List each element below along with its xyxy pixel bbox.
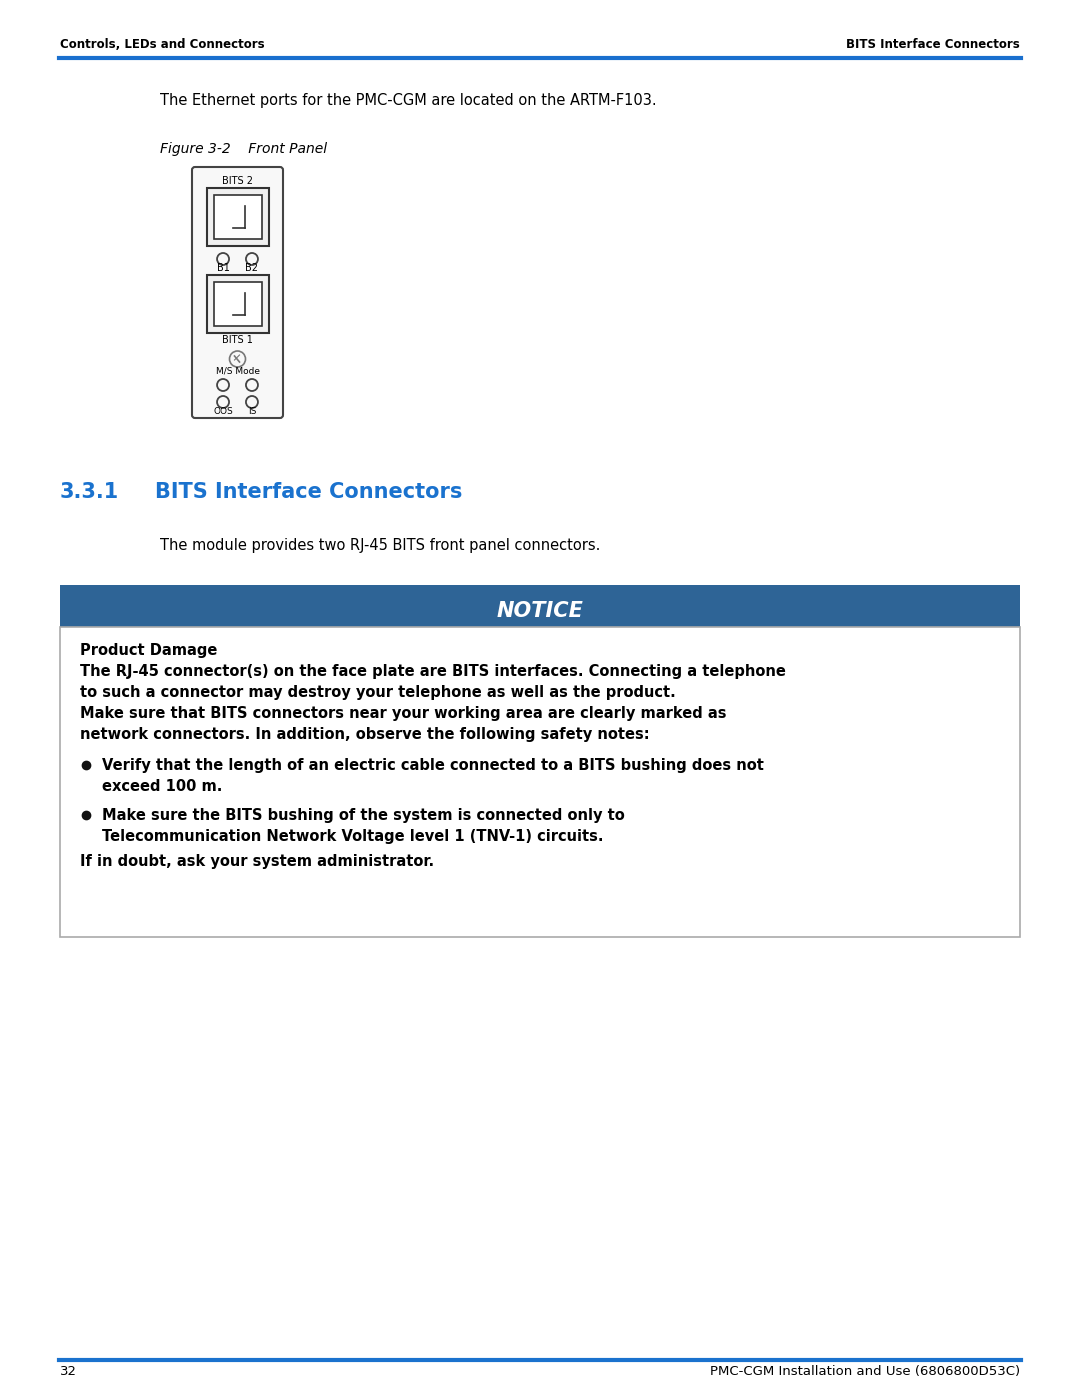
- Bar: [60, 585, 1020, 627]
- Text: If in doubt, ask your system administrator.: If in doubt, ask your system administrat…: [80, 854, 434, 869]
- Text: B2: B2: [245, 263, 258, 272]
- Text: Verify that the length of an electric cable connected to a BITS bushing does not: Verify that the length of an electric ca…: [102, 759, 764, 773]
- Text: The RJ-45 connector(s) on the face plate are BITS interfaces. Connecting a telep: The RJ-45 connector(s) on the face plate…: [80, 664, 786, 679]
- Text: BITS 1: BITS 1: [222, 335, 253, 345]
- Text: 32: 32: [60, 1365, 77, 1377]
- Text: Telecommunication Network Voltage level 1 (TNV-1) circuits.: Telecommunication Network Voltage level …: [102, 828, 604, 844]
- Text: BITS Interface Connectors: BITS Interface Connectors: [156, 482, 462, 502]
- Text: M/S Mode: M/S Mode: [216, 366, 259, 374]
- Bar: [214, 282, 261, 326]
- Text: BITS Interface Connectors: BITS Interface Connectors: [847, 38, 1020, 52]
- Bar: [214, 196, 261, 239]
- Bar: [206, 275, 269, 332]
- Text: B1: B1: [217, 263, 229, 272]
- Bar: [60, 627, 1020, 937]
- Text: The module provides two RJ-45 BITS front panel connectors.: The module provides two RJ-45 BITS front…: [160, 538, 600, 553]
- Text: Make sure the BITS bushing of the system is connected only to: Make sure the BITS bushing of the system…: [102, 807, 624, 823]
- Text: BITS 2: BITS 2: [222, 176, 253, 186]
- Text: Make sure that BITS connectors near your working area are clearly marked as: Make sure that BITS connectors near your…: [80, 705, 727, 721]
- Text: The Ethernet ports for the PMC-CGM are located on the ARTM-F103.: The Ethernet ports for the PMC-CGM are l…: [160, 94, 657, 108]
- Text: PMC-CGM Installation and Use (6806800D53C): PMC-CGM Installation and Use (6806800D53…: [710, 1365, 1020, 1377]
- Text: 3.3.1: 3.3.1: [60, 482, 119, 502]
- Text: Controls, LEDs and Connectors: Controls, LEDs and Connectors: [60, 38, 265, 52]
- Text: Product Damage: Product Damage: [80, 643, 217, 658]
- Bar: [206, 189, 269, 246]
- Text: Figure 3-2    Front Panel: Figure 3-2 Front Panel: [160, 142, 327, 156]
- Text: network connectors. In addition, observe the following safety notes:: network connectors. In addition, observe…: [80, 726, 650, 742]
- Text: exceed 100 m.: exceed 100 m.: [102, 780, 222, 793]
- FancyBboxPatch shape: [192, 168, 283, 418]
- Text: IS: IS: [247, 407, 256, 416]
- Text: to such a connector may destroy your telephone as well as the product.: to such a connector may destroy your tel…: [80, 685, 676, 700]
- Text: NOTICE: NOTICE: [497, 601, 583, 622]
- Text: OOS: OOS: [213, 407, 233, 416]
